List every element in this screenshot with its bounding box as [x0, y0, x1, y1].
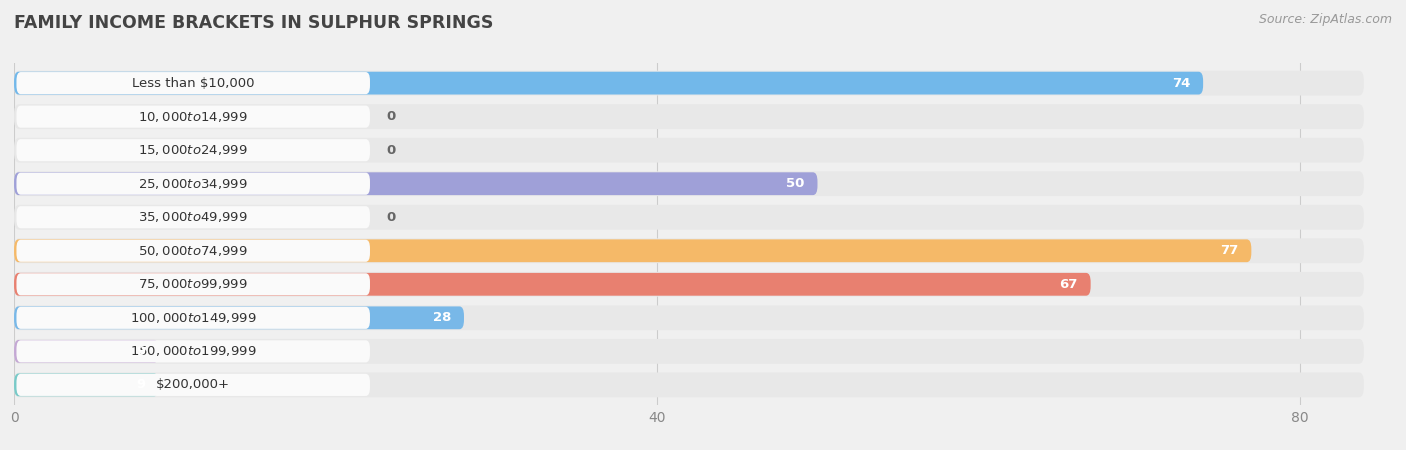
Text: 67: 67 [1060, 278, 1078, 291]
FancyBboxPatch shape [14, 339, 1364, 364]
Text: 77: 77 [1220, 244, 1239, 257]
Text: 28: 28 [433, 311, 451, 324]
FancyBboxPatch shape [14, 306, 1364, 330]
FancyBboxPatch shape [17, 340, 370, 362]
FancyBboxPatch shape [14, 72, 1204, 94]
Text: Less than $10,000: Less than $10,000 [132, 76, 254, 90]
Text: $15,000 to $24,999: $15,000 to $24,999 [138, 143, 247, 157]
Text: 9: 9 [136, 345, 146, 358]
Text: FAMILY INCOME BRACKETS IN SULPHUR SPRINGS: FAMILY INCOME BRACKETS IN SULPHUR SPRING… [14, 14, 494, 32]
Text: Source: ZipAtlas.com: Source: ZipAtlas.com [1258, 14, 1392, 27]
FancyBboxPatch shape [14, 172, 817, 195]
Text: $10,000 to $14,999: $10,000 to $14,999 [138, 110, 247, 124]
FancyBboxPatch shape [14, 171, 1364, 196]
FancyBboxPatch shape [17, 307, 370, 329]
FancyBboxPatch shape [14, 205, 1364, 230]
FancyBboxPatch shape [17, 173, 370, 195]
Text: 0: 0 [387, 211, 396, 224]
Text: $35,000 to $49,999: $35,000 to $49,999 [138, 210, 247, 224]
Text: $50,000 to $74,999: $50,000 to $74,999 [138, 244, 247, 258]
FancyBboxPatch shape [14, 272, 1364, 297]
Text: 74: 74 [1173, 76, 1191, 90]
FancyBboxPatch shape [14, 373, 1364, 397]
Text: $25,000 to $34,999: $25,000 to $34,999 [138, 177, 247, 191]
FancyBboxPatch shape [17, 206, 370, 228]
FancyBboxPatch shape [17, 139, 370, 161]
Text: $200,000+: $200,000+ [156, 378, 231, 392]
FancyBboxPatch shape [14, 340, 159, 363]
FancyBboxPatch shape [14, 238, 1364, 263]
FancyBboxPatch shape [14, 273, 1091, 296]
Text: 0: 0 [387, 110, 396, 123]
FancyBboxPatch shape [17, 72, 370, 94]
FancyBboxPatch shape [17, 106, 370, 128]
FancyBboxPatch shape [17, 374, 370, 396]
Text: 9: 9 [136, 378, 146, 392]
FancyBboxPatch shape [14, 306, 464, 329]
FancyBboxPatch shape [17, 240, 370, 262]
FancyBboxPatch shape [14, 104, 1364, 129]
Text: 50: 50 [786, 177, 804, 190]
FancyBboxPatch shape [14, 374, 159, 396]
Text: $100,000 to $149,999: $100,000 to $149,999 [129, 311, 256, 325]
Text: $150,000 to $199,999: $150,000 to $199,999 [129, 344, 256, 358]
FancyBboxPatch shape [14, 71, 1364, 95]
FancyBboxPatch shape [14, 138, 1364, 162]
Text: $75,000 to $99,999: $75,000 to $99,999 [138, 277, 247, 291]
FancyBboxPatch shape [14, 239, 1251, 262]
Text: 0: 0 [387, 144, 396, 157]
FancyBboxPatch shape [17, 273, 370, 295]
